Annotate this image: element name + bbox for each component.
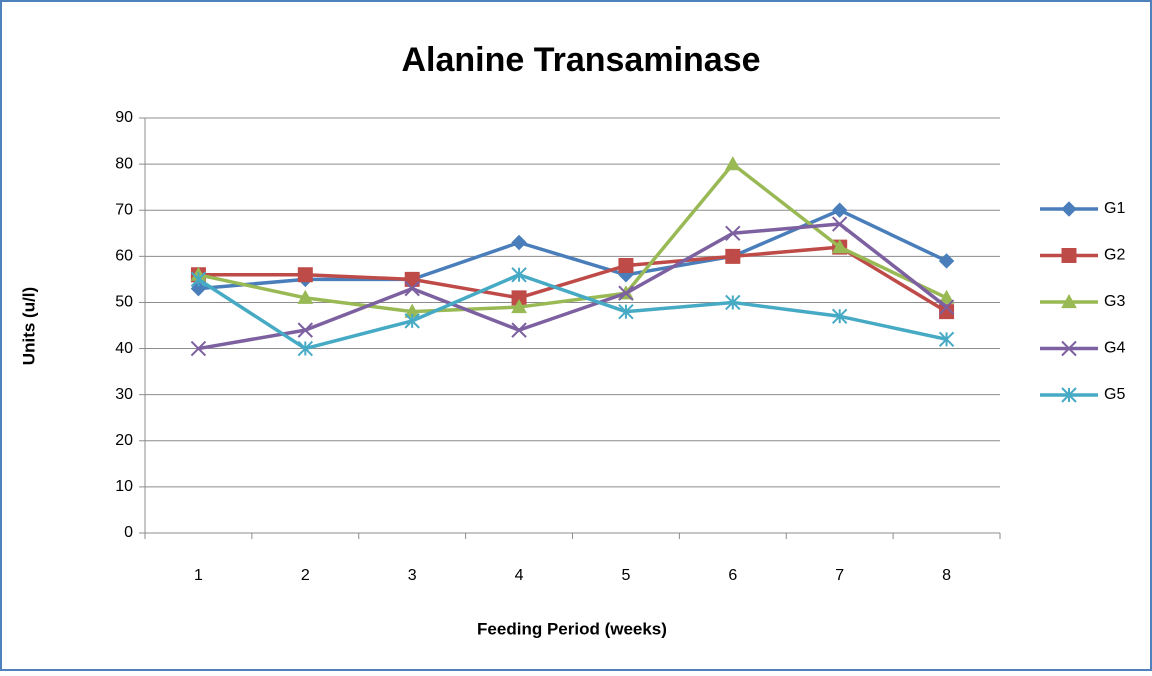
- x-tick-label: 8: [942, 567, 951, 584]
- data-point: [190, 340, 207, 357]
- legend-label: G5: [1104, 386, 1125, 403]
- data-point: [938, 331, 955, 348]
- legend-marker: [1061, 387, 1077, 403]
- series-line: [198, 208, 948, 291]
- y-tick-label: 30: [115, 386, 133, 403]
- data-point: [297, 322, 314, 338]
- y-tick-label: 20: [115, 432, 133, 449]
- x-tick-label: 7: [835, 567, 844, 584]
- data-point: [938, 289, 955, 304]
- x-axis-title: Feeding Period (weeks): [477, 619, 667, 638]
- data-point: [190, 280, 207, 297]
- data-point: [618, 258, 634, 274]
- series-line: [197, 273, 947, 351]
- data-point: [938, 299, 955, 315]
- data-point: [831, 202, 848, 218]
- y-tick-label: 60: [115, 248, 133, 265]
- x-tick-label: 5: [621, 567, 630, 584]
- data-point: [297, 289, 314, 304]
- series-line: [198, 222, 948, 351]
- data-point: [511, 267, 527, 283]
- data-point: [297, 340, 314, 357]
- y-tick-label: 90: [115, 109, 133, 126]
- data-point: [724, 156, 741, 171]
- legend-marker: [1061, 340, 1077, 357]
- data-point: [404, 280, 420, 297]
- series-line: [198, 162, 948, 314]
- chart-title: Alanine Transaminase: [401, 41, 760, 79]
- y-tick-label: 10: [115, 478, 133, 495]
- data-point: [511, 234, 527, 251]
- legend-marker: [1061, 293, 1077, 309]
- legend-label: G1: [1104, 200, 1125, 217]
- y-axis-title: Units (u/l): [19, 287, 38, 365]
- y-tick-label: 70: [115, 201, 133, 218]
- data-point: [618, 303, 634, 320]
- data-point: [190, 271, 207, 288]
- y-tick-label: 80: [115, 155, 133, 172]
- legend-label: G4: [1104, 340, 1125, 357]
- series-line: [198, 245, 948, 314]
- data-point: [725, 225, 741, 241]
- x-tick-label: 1: [194, 567, 203, 584]
- data-point: [831, 239, 848, 254]
- data-point: [618, 285, 634, 301]
- x-tick-label: 4: [515, 567, 524, 584]
- legend-marker: [1061, 201, 1077, 217]
- legend-label: G3: [1104, 293, 1125, 310]
- data-point: [831, 308, 848, 324]
- y-tick-label: 50: [115, 294, 133, 311]
- x-tick-label: 2: [301, 567, 310, 584]
- y-tick-label: 0: [124, 524, 133, 541]
- x-tick-label: 3: [408, 567, 417, 584]
- data-point: [725, 248, 741, 264]
- data-point: [404, 313, 420, 329]
- x-tick-label: 6: [728, 567, 737, 584]
- legend-label: G2: [1104, 247, 1125, 264]
- legend-marker: [1061, 248, 1077, 263]
- y-tick-label: 40: [115, 340, 133, 357]
- data-point: [725, 294, 741, 311]
- data-point: [297, 267, 313, 283]
- data-point: [511, 299, 527, 314]
- data-point: [938, 253, 955, 269]
- data-point: [831, 216, 848, 232]
- data-point: [511, 322, 527, 338]
